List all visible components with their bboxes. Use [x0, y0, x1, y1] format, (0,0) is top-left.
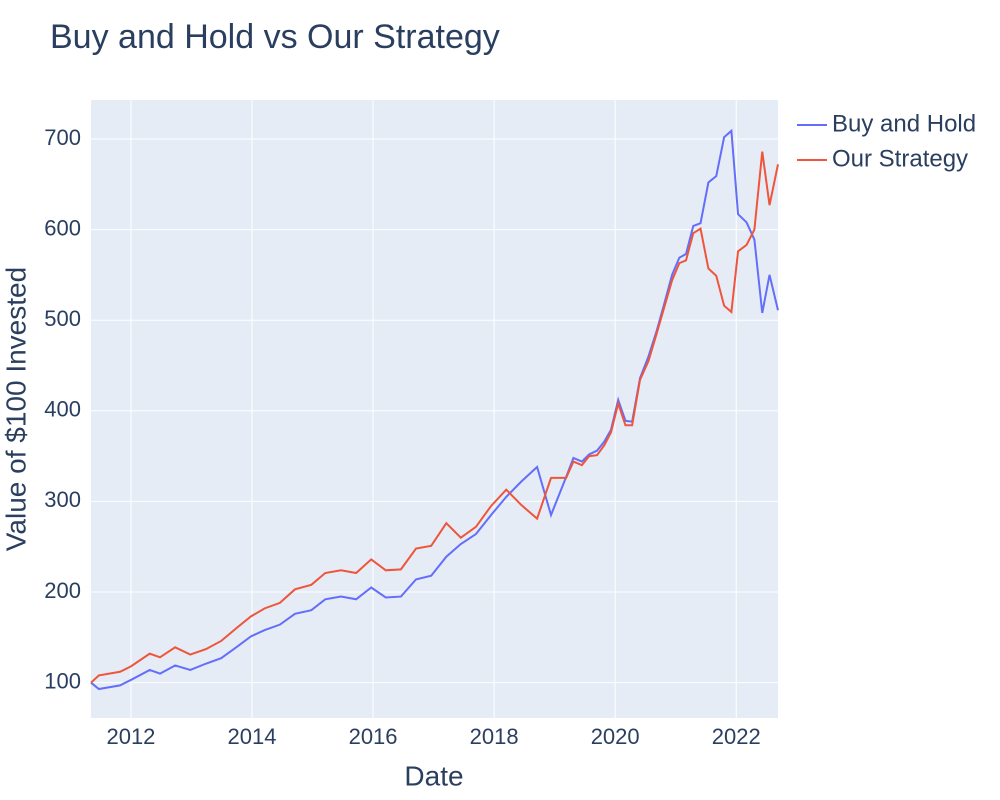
y-tick-label: 200 — [44, 578, 81, 603]
legend-label: Our Strategy — [832, 145, 968, 172]
x-tick-label: 2016 — [349, 724, 398, 749]
y-tick-label: 300 — [44, 487, 81, 512]
y-tick-label: 600 — [44, 215, 81, 240]
y-axis-label: Value of $100 Invested — [0, 267, 31, 551]
line-series — [90, 128, 779, 691]
y-tick-label: 700 — [44, 125, 81, 150]
x-axis-label: Date — [404, 760, 463, 791]
line-series — [90, 151, 779, 684]
y-tick-label: 500 — [44, 306, 81, 331]
x-tick-label: 2020 — [591, 724, 640, 749]
x-tick-label: 2014 — [228, 724, 277, 749]
chart-title: Buy and Hold vs Our Strategy — [50, 18, 500, 56]
plot-area — [91, 100, 778, 718]
x-tick-label: 2018 — [470, 724, 519, 749]
legend-label: Buy and Hold — [832, 110, 976, 137]
y-tick-label: 100 — [44, 668, 81, 693]
x-tick-label: 2012 — [106, 724, 155, 749]
x-tick-label: 2022 — [712, 724, 761, 749]
y-tick-label: 400 — [44, 397, 81, 422]
